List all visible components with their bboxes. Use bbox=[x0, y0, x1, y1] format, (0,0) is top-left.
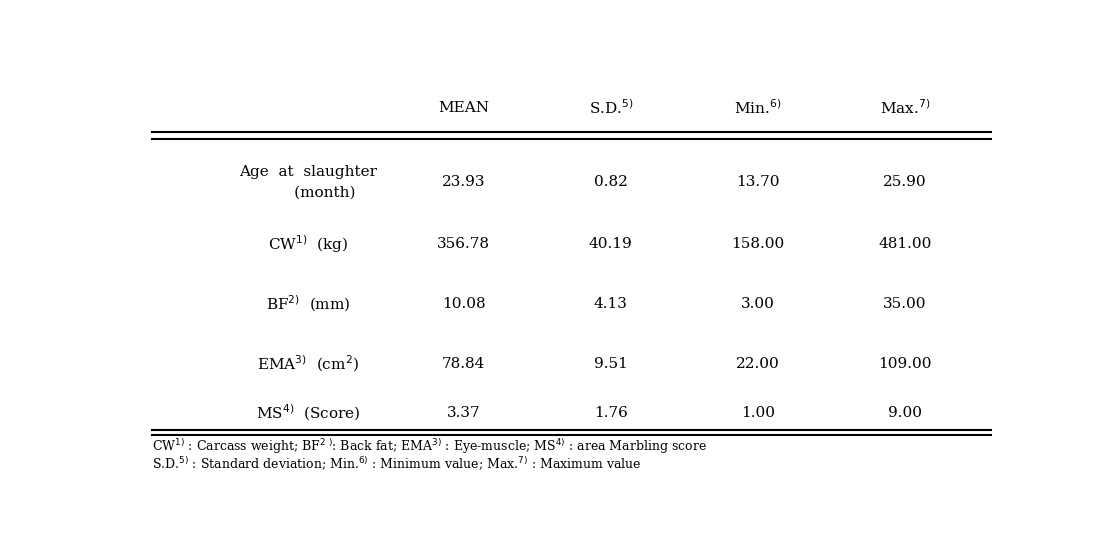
Text: 1.00: 1.00 bbox=[741, 406, 775, 420]
Text: CW$^{1)}$  (kg): CW$^{1)}$ (kg) bbox=[268, 233, 348, 255]
Text: 1.76: 1.76 bbox=[594, 406, 628, 420]
Text: 23.93: 23.93 bbox=[442, 175, 485, 189]
Text: 78.84: 78.84 bbox=[442, 356, 485, 370]
Text: S.D.$^{5)}$: S.D.$^{5)}$ bbox=[588, 98, 633, 117]
Text: 3.00: 3.00 bbox=[741, 297, 775, 311]
Text: 481.00: 481.00 bbox=[878, 237, 932, 251]
Text: BF$^{2)}$  (mm): BF$^{2)}$ (mm) bbox=[266, 294, 350, 314]
Text: Min.$^{6)}$: Min.$^{6)}$ bbox=[734, 98, 781, 117]
Text: 158.00: 158.00 bbox=[731, 237, 785, 251]
Text: 35.00: 35.00 bbox=[883, 297, 926, 311]
Text: 4.13: 4.13 bbox=[594, 297, 628, 311]
Text: 0.82: 0.82 bbox=[594, 175, 628, 189]
Text: 13.70: 13.70 bbox=[737, 175, 780, 189]
Text: 3.37: 3.37 bbox=[448, 406, 481, 420]
Text: EMA$^{3)}$  (cm$^{2}$): EMA$^{3)}$ (cm$^{2}$) bbox=[257, 353, 359, 374]
Text: Max.$^{7)}$: Max.$^{7)}$ bbox=[879, 98, 930, 117]
Text: 356.78: 356.78 bbox=[437, 237, 490, 251]
Text: 10.08: 10.08 bbox=[442, 297, 485, 311]
Text: MEAN: MEAN bbox=[439, 101, 489, 115]
Text: 109.00: 109.00 bbox=[878, 356, 932, 370]
Text: MS$^{4)}$  (Score): MS$^{4)}$ (Score) bbox=[256, 403, 360, 423]
Text: 25.90: 25.90 bbox=[883, 175, 926, 189]
Text: 9.51: 9.51 bbox=[594, 356, 628, 370]
Text: S.D.$^{5)}$ : Standard deviation; Min.$^{6)}$ : Minimum value; Max.$^{7)}$ : Max: S.D.$^{5)}$ : Standard deviation; Min.$^… bbox=[153, 455, 642, 473]
Text: Age  at  slaughter
       (month): Age at slaughter (month) bbox=[239, 165, 377, 199]
Text: 9.00: 9.00 bbox=[888, 406, 922, 420]
Text: 40.19: 40.19 bbox=[589, 237, 633, 251]
Text: 22.00: 22.00 bbox=[737, 356, 780, 370]
Text: CW$^{1)}$ : Carcass weight; BF$^{2\ )}$: Back fat; EMA$^{3)}$ : Eye-muscle; MS$^: CW$^{1)}$ : Carcass weight; BF$^{2\ )}$:… bbox=[153, 437, 708, 456]
